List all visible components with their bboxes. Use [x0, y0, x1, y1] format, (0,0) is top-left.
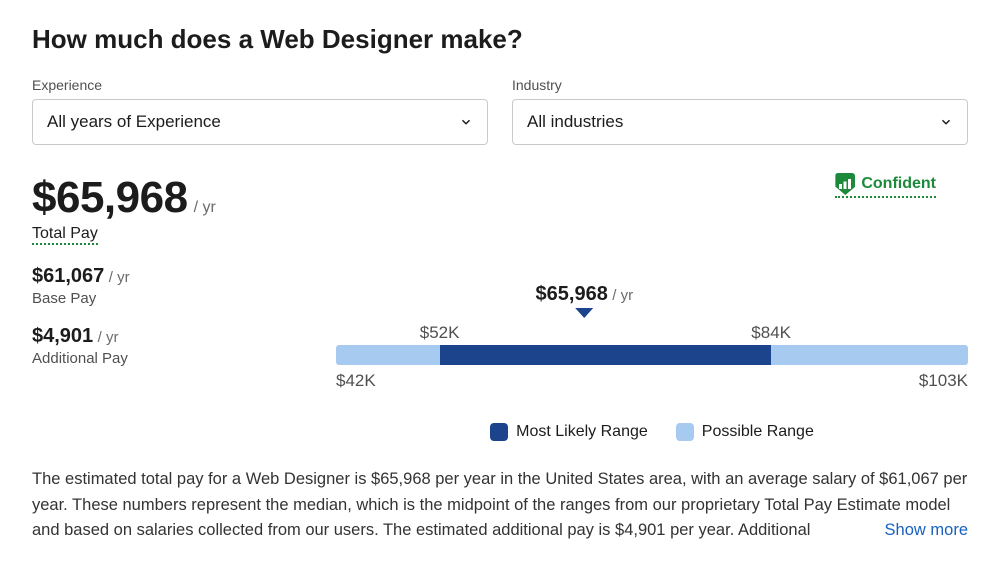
industry-select-value: All industries: [527, 112, 623, 132]
description: The estimated total pay for a Web Design…: [32, 467, 968, 544]
experience-select-value: All years of Experience: [47, 112, 221, 132]
filter-experience-label: Experience: [32, 77, 488, 93]
total-pay: $65,968 / yr: [32, 173, 312, 223]
swatch-likely: [490, 423, 508, 441]
total-pay-period: / yr: [194, 199, 216, 217]
marker-period: / yr: [612, 287, 633, 304]
pay-left-column: $65,968 / yr Total Pay $61,067 / yr Base…: [32, 173, 312, 385]
chevron-down-icon: [939, 115, 953, 129]
base-pay-amount: $61,067: [32, 265, 104, 287]
total-pay-label[interactable]: Total Pay: [32, 225, 98, 245]
filter-industry-label: Industry: [512, 77, 968, 93]
filters-row: Experience All years of Experience Indus…: [32, 77, 968, 145]
additional-pay-period: / yr: [98, 329, 119, 346]
chart-legend: Most Likely Range Possible Range: [336, 423, 968, 441]
confidence-label: Confident: [861, 175, 936, 193]
chart-ticks-upper: $52K $84K: [336, 323, 968, 345]
legend-likely: Most Likely Range: [490, 423, 648, 441]
chart-marker: $65,968 / yr: [336, 283, 968, 323]
pay-summary: Confident $65,968 / yr Total Pay $61,067…: [32, 173, 968, 441]
range-min: $42K: [336, 371, 376, 391]
tick-likely-high: $84K: [751, 323, 791, 343]
range-bar: [336, 345, 968, 365]
chart-ticks-lower: $42K $103K: [336, 371, 968, 395]
show-more-link[interactable]: Show more: [871, 518, 968, 544]
experience-select[interactable]: All years of Experience: [32, 99, 488, 145]
base-pay-label: Base Pay: [32, 290, 312, 307]
additional-pay-amount: $4,901: [32, 325, 93, 347]
legend-likely-label: Most Likely Range: [516, 423, 648, 441]
bar-likely: [440, 345, 772, 365]
total-pay-amount: $65,968: [32, 173, 188, 223]
base-pay: $61,067 / yr Base Pay: [32, 265, 312, 307]
legend-possible-label: Possible Range: [702, 423, 814, 441]
tick-likely-low: $52K: [420, 323, 460, 343]
swatch-possible: [676, 423, 694, 441]
additional-pay: $4,901 / yr Additional Pay: [32, 325, 312, 367]
salary-range-chart: $65,968 / yr $52K $84K $42K $103K: [336, 173, 968, 441]
marker-triangle-icon: [575, 308, 593, 318]
range-max: $103K: [919, 371, 968, 391]
shield-icon: [835, 173, 855, 195]
filter-experience: Experience All years of Experience: [32, 77, 488, 145]
confidence-badge[interactable]: Confident: [835, 173, 936, 198]
page-title: How much does a Web Designer make?: [32, 24, 968, 55]
base-pay-period: / yr: [109, 269, 130, 286]
filter-industry: Industry All industries: [512, 77, 968, 145]
legend-possible: Possible Range: [676, 423, 814, 441]
chevron-down-icon: [459, 115, 473, 129]
marker-amount: $65,968: [536, 283, 608, 305]
industry-select[interactable]: All industries: [512, 99, 968, 145]
additional-pay-label: Additional Pay: [32, 350, 312, 367]
